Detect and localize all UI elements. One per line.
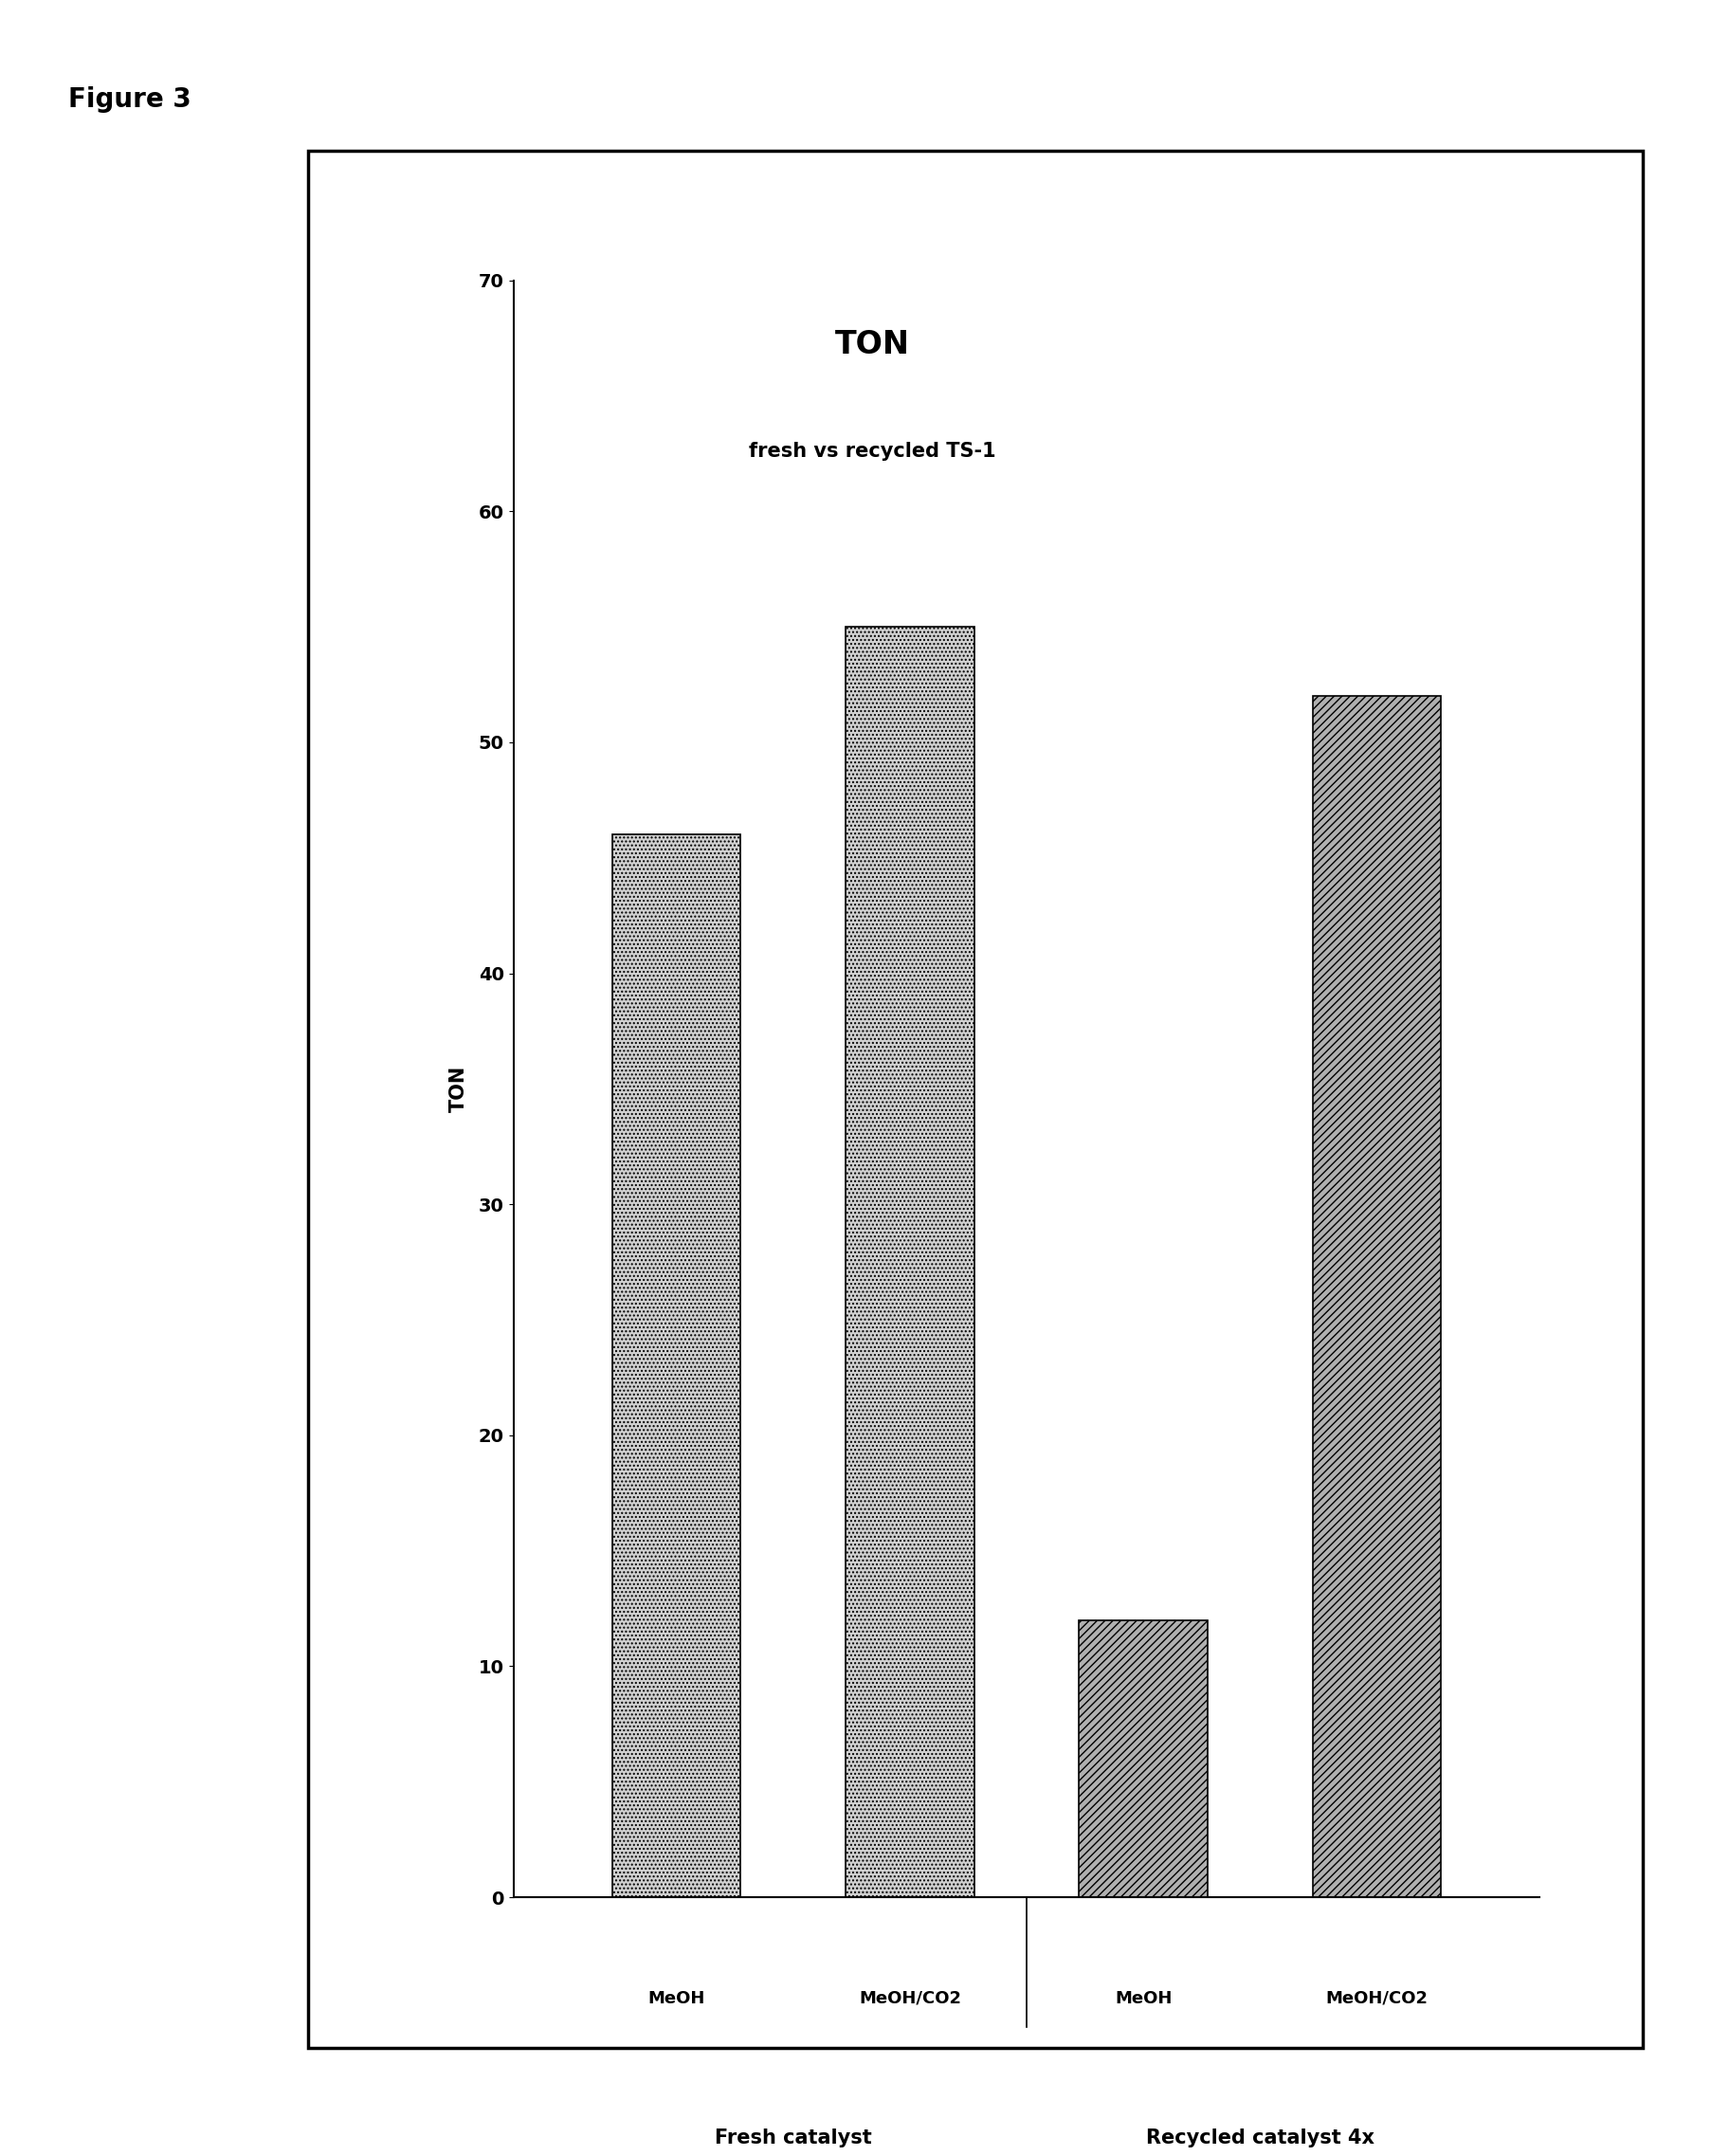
Text: Fresh catalyst: Fresh catalyst [715,2128,873,2147]
Text: MeOH: MeOH [1114,1990,1172,2007]
Bar [845,627,974,1897]
Text: TON: TON [835,328,910,360]
Bar [1312,696,1441,1897]
Text: Figure 3: Figure 3 [68,86,192,112]
Text: MeOH/CO2: MeOH/CO2 [1326,1990,1427,2007]
Text: MeOH: MeOH [648,1990,705,2007]
Text: Recycled catalyst 4x: Recycled catalyst 4x [1146,2128,1374,2147]
Y-axis label: TON: TON [448,1065,467,1112]
Bar [613,834,741,1897]
Text: MeOH/CO2: MeOH/CO2 [859,1990,962,2007]
Text: fresh vs recycled TS-1: fresh vs recycled TS-1 [749,442,996,461]
Bar [1080,1619,1208,1897]
